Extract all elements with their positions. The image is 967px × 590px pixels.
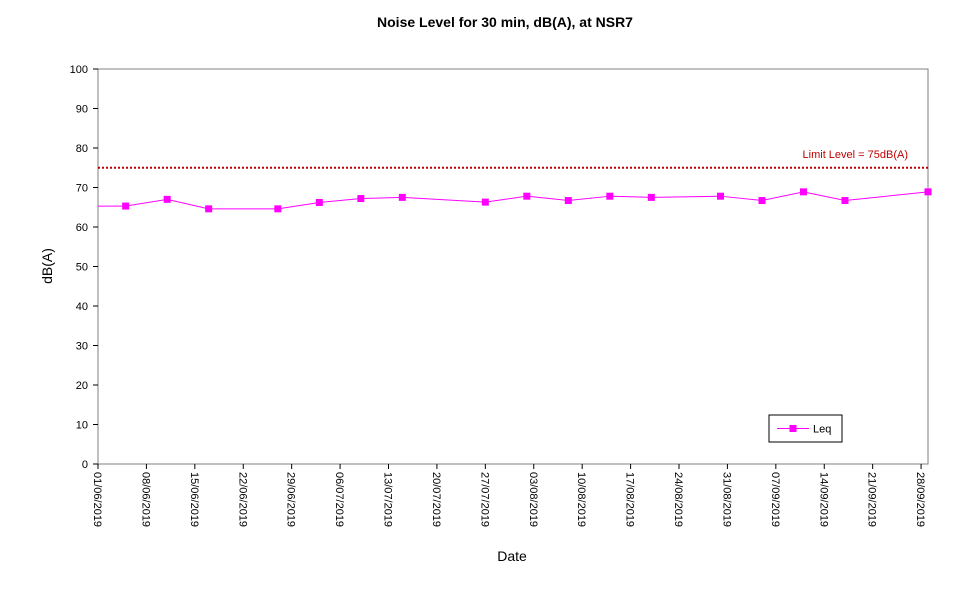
- x-tick-label: 08/06/2019: [139, 472, 151, 527]
- y-tick-label: 20: [76, 380, 88, 392]
- y-tick-label: 70: [76, 183, 88, 195]
- legend-swatch-marker: [789, 425, 797, 432]
- plot-area: [97, 68, 929, 465]
- limit-line-group: Limit Level = 75dB(A): [98, 149, 928, 169]
- data-point: [841, 197, 849, 205]
- y-tick-label: 30: [76, 341, 88, 353]
- data-point: [606, 192, 614, 200]
- data-point: [122, 202, 130, 210]
- x-tick-label: 06/07/2019: [333, 472, 345, 527]
- x-tick-label: 28/09/2019: [914, 472, 926, 527]
- y-tick-label: 90: [76, 104, 88, 116]
- data-point: [481, 198, 489, 206]
- y-axis-label: dB(A): [39, 248, 55, 284]
- x-tick-label: 24/08/2019: [672, 472, 684, 527]
- x-tick-label: 14/09/2019: [817, 472, 829, 527]
- data-point: [647, 193, 655, 201]
- x-tick-label: 29/06/2019: [285, 472, 297, 527]
- x-tick-label: 15/06/2019: [188, 472, 200, 527]
- x-tick-label: 03/08/2019: [527, 472, 539, 527]
- x-tick-label: 10/08/2019: [575, 472, 587, 527]
- x-tick-label: 22/06/2019: [236, 472, 248, 527]
- y-axis: 0 10 20 30 40 50 60 70 80 90 100: [70, 64, 98, 471]
- x-tick-label: 27/07/2019: [478, 472, 490, 527]
- data-point: [163, 195, 171, 203]
- x-tick-label: 07/09/2019: [769, 472, 781, 527]
- x-axis: 01/06/2019 08/06/2019 15/06/2019 22/06/2019…: [91, 464, 926, 527]
- chart-title: Noise Level for 30 min, dB(A), at NSR7: [377, 14, 633, 30]
- y-tick-label: 50: [76, 262, 88, 274]
- data-point: [398, 193, 406, 201]
- y-tick-label: 60: [76, 222, 88, 234]
- data-point: [274, 205, 282, 213]
- x-tick-label: 20/07/2019: [430, 472, 442, 527]
- x-tick-label: 01/06/2019: [91, 472, 103, 527]
- data-point: [800, 188, 807, 196]
- y-tick-label: 10: [76, 420, 88, 432]
- y-tick-label: 40: [76, 301, 88, 313]
- x-tick-label: 17/08/2019: [624, 472, 636, 527]
- y-tick-label: 0: [82, 459, 88, 471]
- x-axis-label: Date: [497, 548, 527, 564]
- data-point: [924, 188, 932, 196]
- y-tick-label: 100: [70, 64, 88, 76]
- limit-label: Limit Level = 75dB(A): [803, 149, 908, 161]
- data-point: [758, 197, 766, 205]
- legend-label: Leq: [813, 424, 831, 436]
- data-point: [523, 192, 531, 200]
- x-tick-label: 21/09/2019: [866, 472, 878, 527]
- data-point: [717, 192, 724, 200]
- data-point: [357, 195, 365, 203]
- series-group: [98, 188, 932, 213]
- series-line: [98, 191, 929, 210]
- data-point: [564, 197, 572, 205]
- x-tick-label: 13/07/2019: [382, 472, 394, 527]
- data-point: [315, 199, 323, 207]
- data-point: [205, 205, 213, 213]
- x-tick-label: 31/08/2019: [720, 472, 732, 527]
- legend: Leq: [768, 414, 843, 443]
- y-tick-label: 80: [76, 143, 88, 155]
